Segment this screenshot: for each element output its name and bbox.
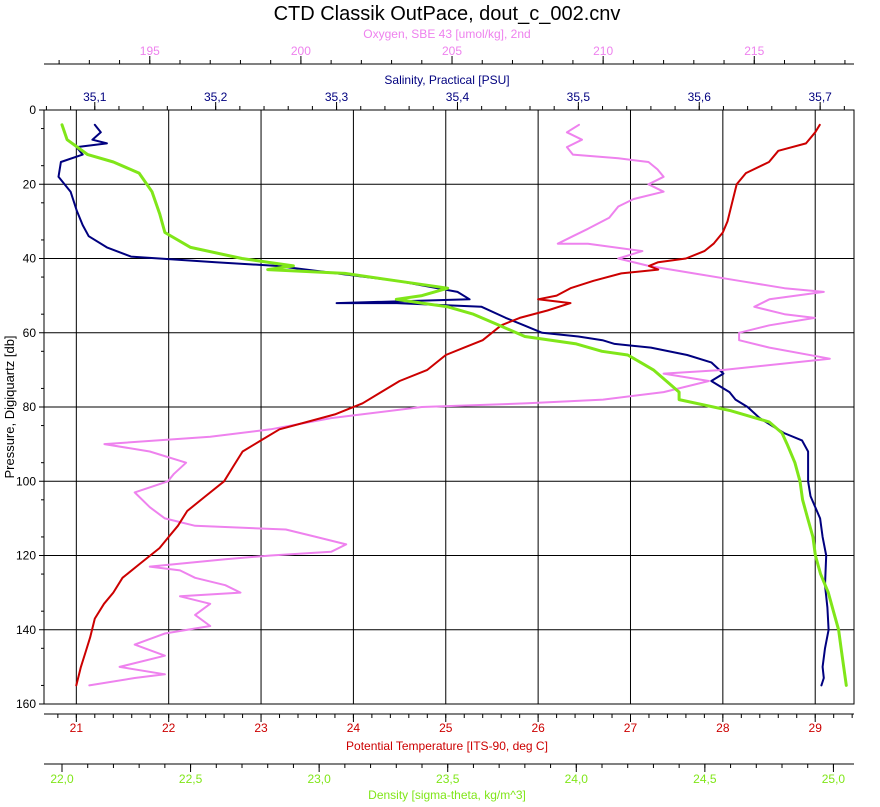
density-tick-label: 25,0 [822,772,846,786]
temperature-tick-label: 24 [347,721,361,735]
temperature-tick-label: 28 [716,721,730,735]
chart-title: CTD Classik OutPace, dout_c_002.cnv [274,3,621,25]
temperature-tick-label: 29 [809,721,823,735]
salinity-tick-label: 35,6 [688,90,712,104]
temperature-tick-label: 25 [439,721,453,735]
temperature-tick-label: 26 [531,721,545,735]
pressure-tick-label: 60 [23,326,37,340]
density-tick-label: 24,0 [565,772,589,786]
salinity-tick-label: 35,7 [808,90,832,104]
temperature-tick-label: 22 [162,721,176,735]
pressure-tick-label: 160 [16,697,36,711]
oxygen-tick-label: 200 [291,44,311,58]
salinity-tick-label: 35,3 [325,90,349,104]
pressure-tick-label: 140 [16,623,36,637]
density-axis-title: Density [sigma-theta, kg/m^3] [368,788,526,802]
pressure-tick-label: 100 [16,474,36,488]
pressure-tick-label: 0 [29,103,36,117]
temperature-series-line [75,123,821,687]
grid [44,110,854,704]
axes: 0 20 40 60 80 100 120 140 160 195 200 205 210 215 Oxyg… [16,27,854,802]
oxygen-series-line [88,123,831,687]
oxygen-tick-label: 205 [442,44,462,58]
density-tick-label: 23,5 [436,772,460,786]
salinity-axis-title: Salinity, Practical [PSU] [384,73,509,87]
salinity-tick-label: 35,4 [446,90,470,104]
density-tick-label: 22,5 [179,772,203,786]
pressure-tick-label: 20 [23,177,37,191]
temperature-tick-label: 21 [70,721,84,735]
temperature-tick-label: 23 [254,721,268,735]
temperature-tick-label: 27 [624,721,638,735]
oxygen-tick-label: 210 [593,44,613,58]
salinity-tick-label: 35,2 [204,90,228,104]
salinity-tick-label: 35,1 [83,90,107,104]
density-tick-label: 22,0 [50,772,74,786]
salinity-tick-label: 35,5 [567,90,591,104]
series-lines [57,123,848,687]
temperature-axis-title: Potential Temperature [ITS-90, deg C] [346,739,548,753]
pressure-tick-label: 40 [23,252,37,266]
oxygen-axis-title: Oxygen, SBE 43 [umol/kg], 2nd [363,27,530,41]
oxygen-tick-label: 195 [140,44,160,58]
density-tick-label: 23,0 [307,772,331,786]
pressure-tick-label: 120 [16,549,36,563]
pressure-axis-label: Pressure, Digiquartz [db] [2,335,17,478]
salinity-series-line [57,123,830,687]
density-series-line [60,123,848,687]
plot-frame [43,109,855,705]
density-tick-label: 24,5 [693,772,717,786]
pressure-tick-label: 80 [23,400,37,414]
oxygen-tick-label: 215 [744,44,764,58]
